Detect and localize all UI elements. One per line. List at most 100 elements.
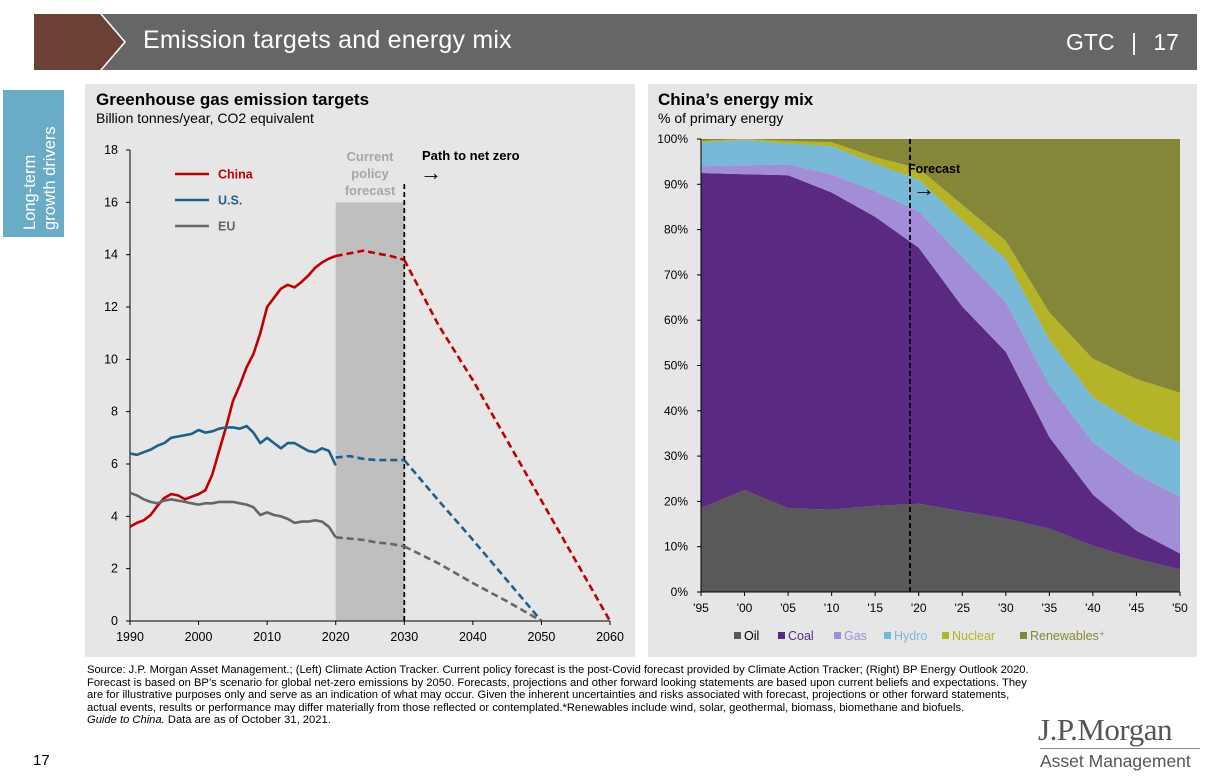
x-tick-label: '25 <box>954 601 970 615</box>
y-tick-label: 90% <box>664 177 688 191</box>
legend-label-eu: EU <box>218 220 235 234</box>
area-gas <box>701 164 1180 554</box>
x-tick-label: 2050 <box>528 630 556 644</box>
header-chevron-brown <box>34 14 124 70</box>
footer-guide-title: Guide to China. <box>87 714 165 727</box>
series-forecast-china <box>335 249 405 262</box>
net-zero-annotation: Path to net zero <box>422 148 520 163</box>
area-hydro <box>701 139 1180 497</box>
series-forecast-eu <box>335 536 405 548</box>
y-tick-label: 80% <box>664 223 688 237</box>
y-tick-label: 6 <box>111 457 118 471</box>
header-chevron-gray <box>102 14 1197 70</box>
header-brand: GTC | 17 <box>1066 29 1179 56</box>
forecast-arrow: → <box>913 176 935 201</box>
y-tick-label: 40% <box>664 404 688 418</box>
legend-swatch-nuclear <box>942 632 949 639</box>
x-tick-label: '20 <box>911 601 927 615</box>
right-chart-subtitle: % of primary energy <box>658 110 784 126</box>
legend-label-us: U.S. <box>218 194 242 208</box>
current-policy-shade <box>335 202 405 621</box>
x-tick-label: '05 <box>780 601 796 615</box>
footer-source-text: Source: J.P. Morgan Asset Management.; (… <box>87 664 1029 714</box>
legend-swatch-coal <box>778 632 785 639</box>
x-tick-label: 2040 <box>459 630 487 644</box>
left-chart-subtitle: Billion tonnes/year, CO2 equivalent <box>96 110 314 126</box>
y-tick-label: 0% <box>671 585 689 599</box>
y-tick-label: 60% <box>664 313 688 327</box>
legend-swatch-gas <box>834 632 841 639</box>
x-tick-label: '40 <box>1085 601 1101 615</box>
footer-source: Source: J.P. Morgan Asset Management.; (… <box>87 664 1032 727</box>
x-tick-label: '10 <box>824 601 840 615</box>
x-tick-label: '45 <box>1129 601 1145 615</box>
x-tick-label: 2000 <box>185 630 213 644</box>
footer-page-number: 17 <box>33 752 50 769</box>
header-page-number: 17 <box>1153 29 1179 55</box>
x-tick-label: '50 <box>1172 601 1188 615</box>
area-renewables <box>701 139 1180 393</box>
logo-divider <box>1040 748 1200 749</box>
y-tick-label: 14 <box>104 248 118 262</box>
shade-label-line-1: Current <box>347 149 395 164</box>
side-tab-line2: growth drivers <box>41 126 59 230</box>
legend-label-oil: Oil <box>744 629 759 643</box>
y-tick-label: 0 <box>111 614 118 628</box>
brand-label: GTC <box>1066 29 1115 55</box>
header-separator: | <box>1130 29 1137 55</box>
header-bar <box>34 14 1197 70</box>
side-tab <box>3 90 64 237</box>
x-tick-label: 2060 <box>596 630 624 644</box>
legend-label-coal: Coal <box>788 629 814 643</box>
forecast-annotation: Forecast <box>908 162 961 176</box>
side-tab-label: Long-term growth drivers <box>21 126 59 230</box>
x-tick-label: '15 <box>867 601 883 615</box>
logo-asset-management: Asset Management <box>1040 751 1191 771</box>
side-tab-line1: Long-term <box>21 155 39 230</box>
y-tick-label: 30% <box>664 449 688 463</box>
y-tick-label: 70% <box>664 268 688 282</box>
series-netzero-china <box>403 259 612 622</box>
y-tick-label: 18 <box>104 143 118 157</box>
y-tick-label: 10 <box>104 352 118 366</box>
series-netzero-us <box>403 459 543 622</box>
y-tick-label: 10% <box>664 540 688 554</box>
net-zero-arrow: → <box>420 160 442 185</box>
area-nuclear <box>701 139 1180 443</box>
y-tick-label: 50% <box>664 359 688 373</box>
legend-label-gas: Gas <box>844 629 867 643</box>
y-tick-label: 16 <box>104 195 118 209</box>
x-tick-label: '35 <box>1042 601 1058 615</box>
x-tick-label: 2030 <box>390 630 418 644</box>
legend-swatch-oil <box>734 632 741 639</box>
y-tick-label: 12 <box>104 300 118 314</box>
y-tick-label: 8 <box>111 405 118 419</box>
page-title: Emission targets and energy mix <box>143 26 512 54</box>
x-tick-label: '30 <box>998 601 1014 615</box>
series-line-eu <box>129 491 337 539</box>
series-forecast-us <box>335 454 405 462</box>
x-tick-label: 2010 <box>253 630 281 644</box>
legend-swatch-hydro <box>884 632 891 639</box>
legend-swatch-renewables <box>1020 632 1027 639</box>
x-tick-label: 1990 <box>116 630 144 644</box>
x-tick-label: 2020 <box>322 630 350 644</box>
footer-date-note: Data are as of October 31, 2021. <box>164 714 331 727</box>
legend-label-china: China <box>218 168 254 182</box>
legend-label-hydro: Hydro <box>894 629 927 643</box>
area-oil <box>701 490 1180 592</box>
x-tick-label: '00 <box>737 601 753 615</box>
legend-label-nuclear: Nuclear <box>952 629 995 643</box>
left-chart-title: Greenhouse gas emission targets <box>96 90 370 109</box>
emissions-chart: Current policy forecast 0 2 4 6 8 10 12 14 16 18 1990… <box>104 143 624 644</box>
area-coal <box>701 173 1180 570</box>
energy-mix-chart: 0% 10% 20% 30% 40% 50% 60% 70% 80% 90% 100% '95 '00 '… <box>657 132 1188 643</box>
x-tick-label: '95 <box>693 601 709 615</box>
y-tick-label: 100% <box>657 132 688 146</box>
shade-label-line-2: policy <box>351 166 389 181</box>
series-netzero-eu <box>403 545 543 623</box>
y-tick-label: 4 <box>111 509 118 523</box>
y-tick-label: 2 <box>111 562 118 576</box>
series-line-china <box>129 254 337 528</box>
logo-jpmorgan: J.P.Morgan <box>1038 712 1172 747</box>
